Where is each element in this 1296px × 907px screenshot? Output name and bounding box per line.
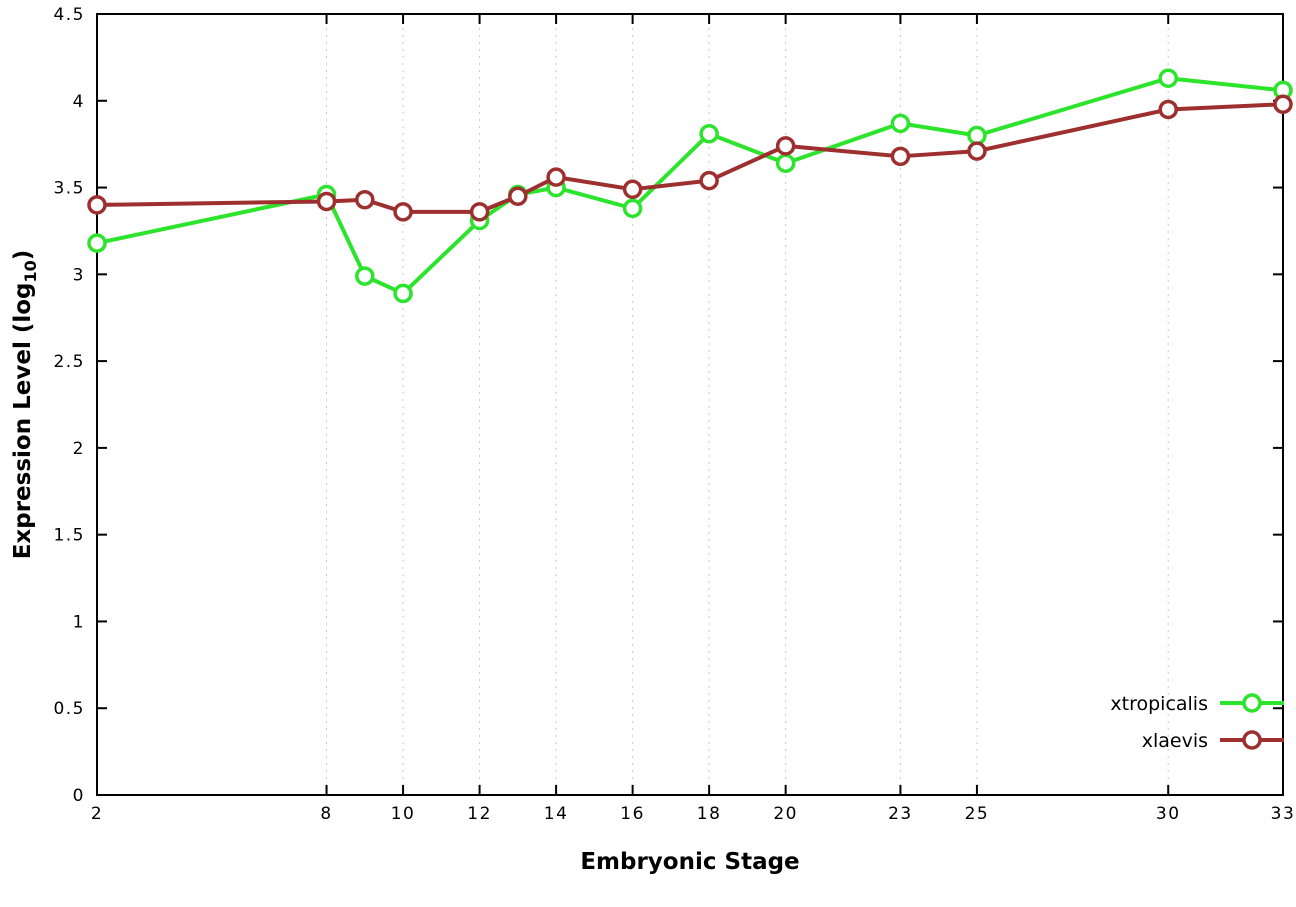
series-xtropicalis [87,68,1293,304]
x-tick-label: 2 [91,804,103,824]
data-point-xlaevis [546,167,566,187]
data-point-xlaevis [469,202,490,222]
x-tick-label: 30 [1156,804,1181,824]
y-tick-label: 3.5 [53,179,85,199]
legend-marker-xlaevis [1242,730,1262,750]
y-tick-label: 4 [73,92,85,112]
data-point-xtropicalis [87,233,107,253]
data-point-xtropicalis [355,266,375,286]
series-line-xtropicalis [95,76,1285,296]
legend-label-xlaevis: xlaevis [1142,730,1208,752]
data-point-xlaevis [890,146,911,167]
y-tick-label: 1 [73,612,85,632]
data-point-xlaevis [1273,94,1293,114]
y-axis-label: Expression Level (log10) [10,250,40,560]
y-tick-label: 4.5 [53,5,85,25]
grid-lines [96,14,1284,795]
x-tick-label: 25 [965,804,990,824]
legend: xtropicalis xlaevis [1110,693,1284,752]
x-axis-label: Embryonic Stage [580,849,799,875]
data-point-xtropicalis [699,124,719,144]
data-point-xlaevis [393,202,413,222]
x-tick-label: 10 [391,804,416,824]
x-tick-label: 14 [544,804,569,824]
y-tick-label: 3 [73,265,85,285]
x-tick-label: 23 [888,804,913,824]
y-tick-label: 0 [73,786,85,806]
x-tick-label: 8 [320,804,332,824]
data-point-xlaevis [1158,99,1178,120]
data-point-xtropicalis [890,113,911,134]
data-point-xlaevis [87,195,107,215]
data-point-xtropicalis [1158,68,1178,88]
data-point-xlaevis [622,179,643,200]
y-tick-label: 1.5 [53,526,85,546]
x-tick-label: 33 [1271,804,1296,824]
series-line-xlaevis [95,102,1285,214]
plot-border [96,13,1284,796]
data-point-xtropicalis [775,153,796,174]
tick-marks [96,13,1284,796]
x-tick-label: 18 [697,804,722,824]
data-point-xlaevis [699,170,719,191]
data-point-xlaevis [967,141,987,161]
y-tick-label: 2.5 [53,352,85,372]
data-point-xtropicalis [393,283,413,304]
x-tick-label: 20 [773,804,798,824]
x-tick-label: 12 [467,804,492,824]
series-xlaevis [87,94,1293,222]
data-point-xlaevis [775,136,796,156]
tick-labels: 2 8 10 12 14 16 18 20 23 25 30 33 0 0.5 1 1.5 2 2.5 3 3.5 4 4… [53,5,1296,824]
data-point-xlaevis [316,191,337,212]
y-tick-label: 0.5 [53,699,85,719]
legend-label-xtropicalis: xtropicalis [1110,693,1208,715]
data-point-xtropicalis [622,198,643,219]
data-point-xlaevis [355,189,375,210]
data-point-xtropicalis [967,125,987,146]
data-point-xlaevis [508,186,528,206]
x-tick-label: 16 [620,804,645,824]
legend-marker-xtropicalis [1242,693,1262,713]
y-tick-label: 2 [73,439,85,459]
